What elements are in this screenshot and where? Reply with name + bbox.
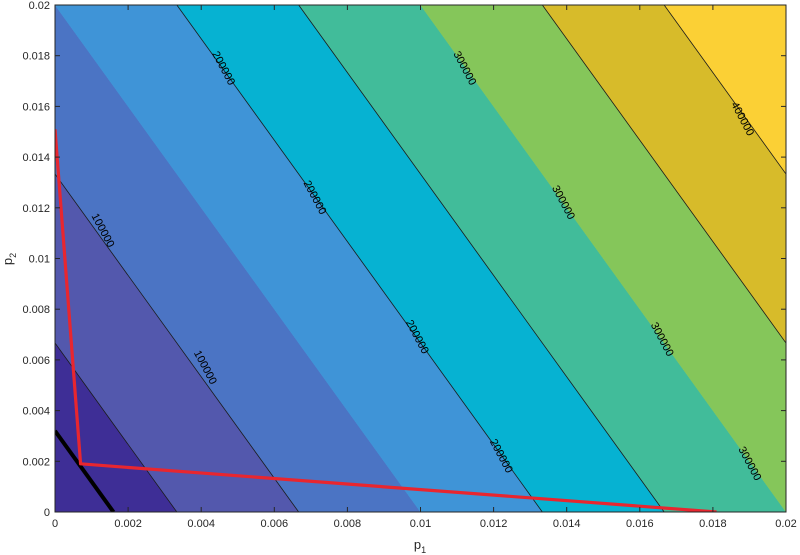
contour-fills: [55, 5, 786, 512]
x-tick-label: 0.01: [410, 518, 431, 530]
y-tick-label: 0.014: [22, 152, 50, 164]
y-tick-label: 0.002: [22, 456, 50, 468]
y-tick-label: 0.012: [22, 203, 50, 215]
y-axis-label: p2: [0, 253, 18, 265]
x-tick-label: 0: [52, 518, 58, 530]
y-tick-label: 0.016: [22, 101, 50, 113]
y-tick-label: 0: [44, 507, 50, 519]
x-tick-label: 0.018: [699, 518, 727, 530]
y-tick-label: 0.006: [22, 355, 50, 367]
red-line: [55, 429, 116, 512]
x-tick-label: 0.014: [553, 518, 581, 530]
x-tick-label: 0.012: [480, 518, 508, 530]
contour-band: [55, 5, 543, 512]
x-tick-label: 0.016: [626, 518, 654, 530]
y-tick-label: 0.018: [22, 51, 50, 63]
contour-line: [176, 5, 543, 512]
x-tick-label: 0.006: [261, 518, 289, 530]
y-tick-label: 0.008: [22, 304, 50, 316]
x-tick-label: 0.002: [114, 518, 142, 530]
y-axis: 0 0.002 0.004 0.006 0.008 0.01 0.012 0.014 0.016…: [22, 0, 786, 519]
contour-lines: [55, 5, 786, 512]
contour-line: [55, 173, 299, 512]
x-tick-label: 0.008: [334, 518, 362, 530]
red-line: [55, 129, 717, 512]
contour-band: [420, 5, 786, 512]
x-tick-label: 0.004: [187, 518, 215, 530]
x-axis-label: p1: [414, 537, 426, 555]
y-tick-label: 0.02: [29, 0, 50, 12]
overlay-lines: [55, 129, 717, 512]
contour-line: [542, 5, 786, 344]
contour-line: [55, 342, 178, 512]
y-tick-label: 0.01: [29, 254, 50, 266]
x-tick-label: 0.02: [775, 518, 796, 530]
y-tick-label: 0.004: [22, 406, 50, 418]
contour-line: [663, 5, 786, 175]
x-axis: 0 0.002 0.004 0.006 0.008 0.01 0.012 0.014 0.016…: [52, 5, 797, 530]
contour-line: [298, 5, 665, 512]
